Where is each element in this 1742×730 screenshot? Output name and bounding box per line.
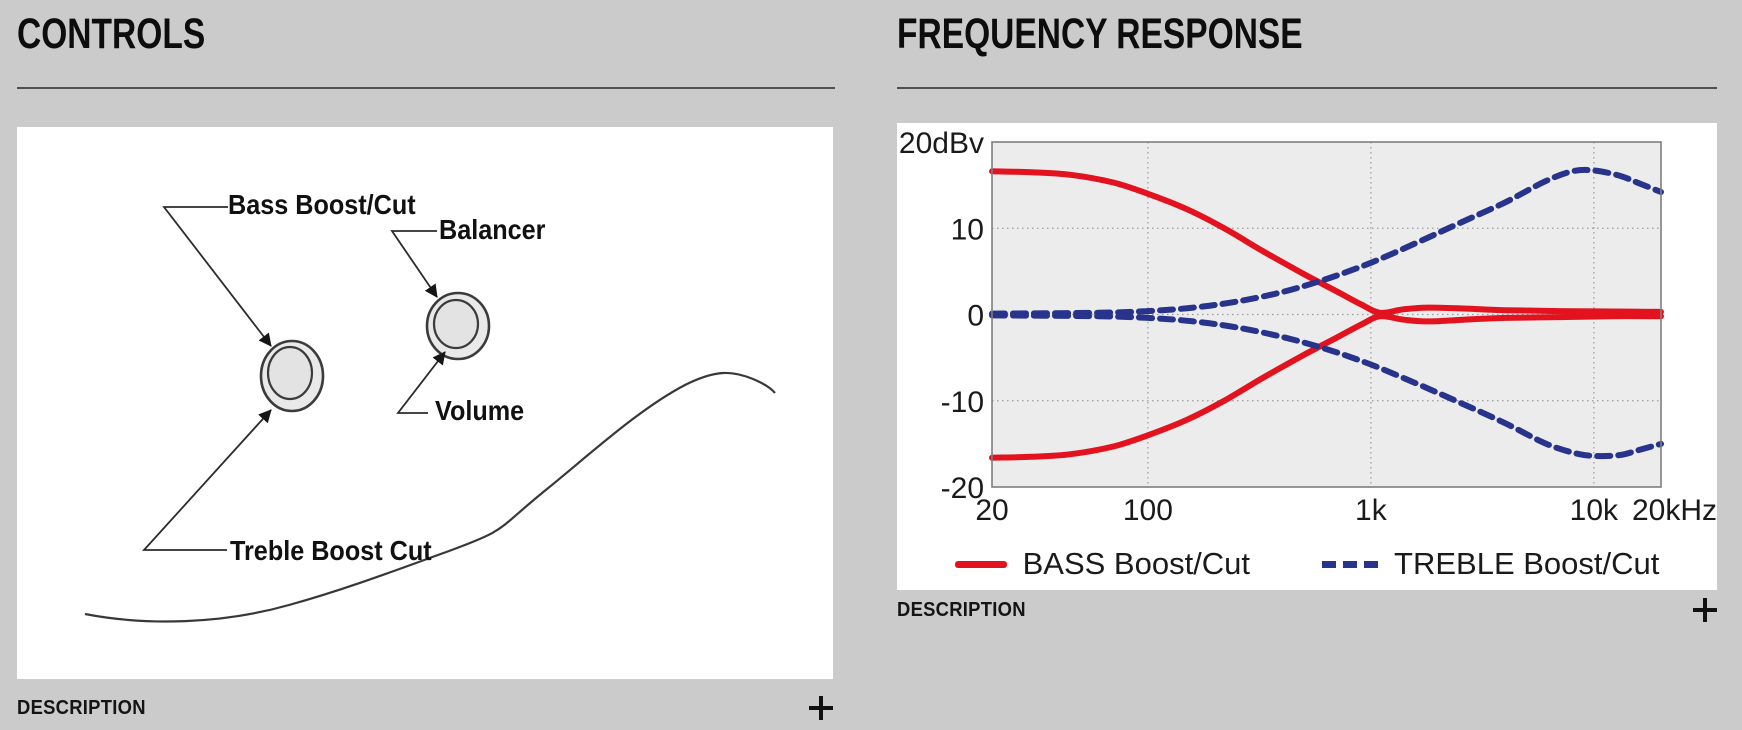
y-tick-label: 20dBv (899, 127, 984, 160)
y-tick-label: 0 (967, 300, 984, 333)
treble-legend-swatch (1322, 560, 1379, 568)
balancer-volume-knob (425, 291, 491, 361)
x-tick-label: 1k (1355, 494, 1388, 527)
bass-cut-curve (989, 313, 1664, 461)
curves (989, 166, 1664, 461)
frequency-expand-button[interactable] (1693, 598, 1717, 622)
treble-leader-line (141, 409, 272, 551)
volume-label: Volume (435, 395, 525, 426)
x-tick-label: 10k (1570, 494, 1619, 527)
controls-description-label[interactable]: DESCRIPTION (17, 696, 146, 719)
y-tick-label: -20 (941, 472, 984, 505)
bass-legend-label: BASS Boost/Cut (1022, 546, 1251, 581)
frequency-response-panel: 20dBv 10 0 -10 -20 20 100 1k 10k 20kHz BASS Boost… (897, 123, 1717, 590)
bass-treble-knob (259, 339, 325, 413)
treble-boost-curve (989, 166, 1664, 317)
y-tick-label: -10 (941, 386, 984, 419)
controls-title-rule (17, 87, 835, 89)
frequency-title: FREQUENCY RESPONSE (897, 10, 1303, 58)
controls-description-row: DESCRIPTION (17, 692, 833, 724)
frequency-title-rule (897, 87, 1717, 89)
bass-legend-swatch (954, 560, 1007, 568)
plot-border (991, 141, 1662, 488)
bass-boost-cut-label: Bass Boost/Cut (228, 189, 416, 220)
guitar-body-outline (84, 371, 776, 623)
x-tick-label: 100 (1123, 494, 1173, 527)
volume-leader-line (396, 351, 446, 414)
frequency-description-row: DESCRIPTION (897, 594, 1717, 626)
y-tick-label: 10 (951, 213, 984, 246)
balancer-label: Balancer (439, 214, 546, 245)
treble-legend-label: TREBLE Boost/Cut (1394, 546, 1660, 581)
balancer-leader-line (390, 230, 438, 298)
controls-title: CONTROLS (17, 10, 206, 58)
bass-leader-line (162, 206, 272, 347)
treble-boost-cut-label: Treble Boost Cut (230, 535, 432, 566)
x-tick-label: 20 (975, 494, 1008, 527)
controls-diagram-panel: Bass Boost/Cut Balancer Volume Treble Bo… (17, 127, 833, 679)
bass-boost-curve (989, 168, 1664, 316)
treble-cut-curve (989, 312, 1664, 460)
controls-diagram (84, 206, 776, 623)
frequency-description-label[interactable]: DESCRIPTION (897, 598, 1026, 621)
chart-legend: BASS Boost/Cut TREBLE Boost/Cut (897, 543, 1717, 585)
controls-expand-button[interactable] (809, 696, 833, 720)
x-tick-label: 20kHz (1632, 494, 1717, 527)
